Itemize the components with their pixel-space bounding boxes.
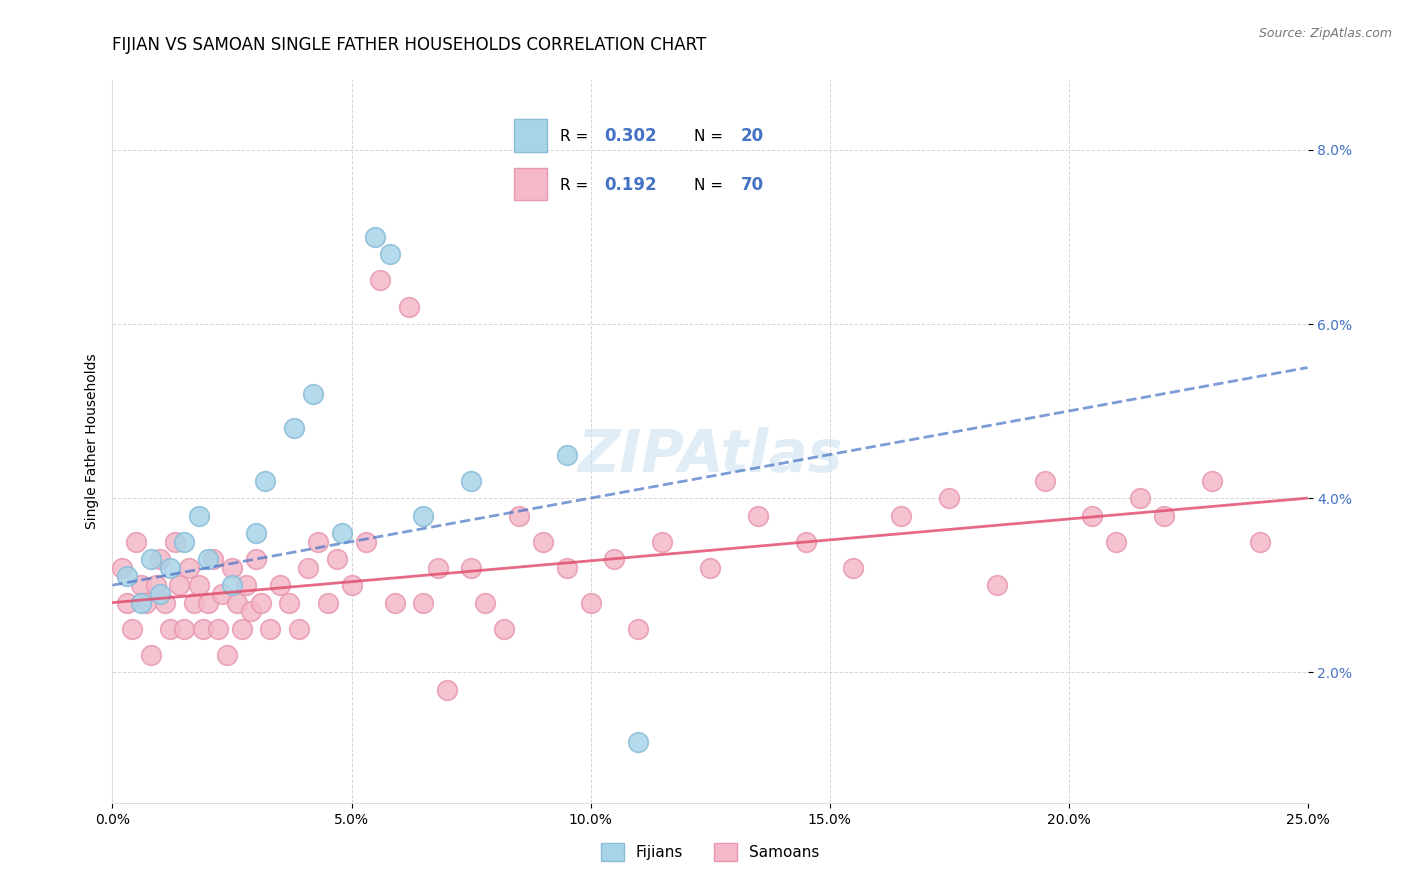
Point <box>254 474 277 488</box>
Point <box>307 534 329 549</box>
Point <box>278 596 301 610</box>
Point <box>412 508 434 523</box>
Point <box>412 596 434 610</box>
Point <box>163 534 186 549</box>
Point <box>193 622 215 636</box>
Point <box>211 587 233 601</box>
Point <box>384 596 406 610</box>
Point <box>197 596 219 610</box>
Point <box>245 552 267 566</box>
Point <box>245 525 267 540</box>
Point <box>1105 534 1128 549</box>
Point <box>302 386 325 401</box>
Point <box>169 578 191 592</box>
Y-axis label: Single Father Households: Single Father Households <box>84 354 98 529</box>
Point <box>1201 474 1223 488</box>
Point <box>747 508 769 523</box>
Point <box>225 596 247 610</box>
Point <box>1081 508 1104 523</box>
Point <box>842 561 865 575</box>
Point <box>153 596 176 610</box>
Point <box>1153 508 1175 523</box>
Point <box>398 300 420 314</box>
Point <box>460 561 482 575</box>
Point <box>555 448 578 462</box>
Point <box>426 561 449 575</box>
Point <box>139 552 162 566</box>
Point <box>240 604 263 618</box>
Point <box>183 596 205 610</box>
Point <box>129 596 152 610</box>
Point <box>115 596 138 610</box>
Point <box>221 561 243 575</box>
Point <box>364 230 387 244</box>
Point <box>354 534 377 549</box>
Point <box>651 534 673 549</box>
Point <box>794 534 817 549</box>
Point <box>938 491 960 505</box>
Legend: Fijians, Samoans: Fijians, Samoans <box>595 837 825 867</box>
Point <box>259 622 281 636</box>
Point <box>460 474 482 488</box>
Point <box>627 622 650 636</box>
Point <box>1249 534 1271 549</box>
Point <box>340 578 363 592</box>
Point <box>187 578 209 592</box>
Point <box>235 578 257 592</box>
Point <box>207 622 229 636</box>
Point <box>159 561 181 575</box>
Point <box>1129 491 1152 505</box>
Point <box>368 273 391 287</box>
Point <box>508 508 530 523</box>
Point <box>139 648 162 662</box>
Point <box>121 622 143 636</box>
Point <box>531 534 554 549</box>
Point <box>145 578 167 592</box>
Point <box>474 596 496 610</box>
Point <box>269 578 291 592</box>
Point <box>115 569 138 583</box>
Point <box>297 561 319 575</box>
Point <box>283 421 305 435</box>
Text: ZIPAtlas: ZIPAtlas <box>578 427 842 484</box>
Point <box>221 578 243 592</box>
Point <box>288 622 311 636</box>
Point <box>177 561 200 575</box>
Point <box>986 578 1008 592</box>
Point <box>159 622 181 636</box>
Point <box>111 561 134 575</box>
Point <box>316 596 339 610</box>
Point <box>231 622 253 636</box>
Point <box>494 622 516 636</box>
Point <box>149 587 172 601</box>
Point <box>135 596 157 610</box>
Text: Source: ZipAtlas.com: Source: ZipAtlas.com <box>1258 27 1392 40</box>
Point <box>129 578 152 592</box>
Point <box>378 247 401 261</box>
Point <box>149 552 172 566</box>
Point <box>249 596 271 610</box>
Point <box>326 552 349 566</box>
Point <box>890 508 912 523</box>
Point <box>1033 474 1056 488</box>
Point <box>201 552 224 566</box>
Point <box>125 534 148 549</box>
Point <box>217 648 239 662</box>
Point <box>436 682 458 697</box>
Text: FIJIAN VS SAMOAN SINGLE FATHER HOUSEHOLDS CORRELATION CHART: FIJIAN VS SAMOAN SINGLE FATHER HOUSEHOLD… <box>112 36 707 54</box>
Point <box>579 596 602 610</box>
Point <box>699 561 721 575</box>
Point <box>330 525 353 540</box>
Point <box>603 552 626 566</box>
Point <box>627 735 650 749</box>
Point <box>197 552 219 566</box>
Point <box>555 561 578 575</box>
Point <box>187 508 209 523</box>
Point <box>173 534 195 549</box>
Point <box>173 622 195 636</box>
